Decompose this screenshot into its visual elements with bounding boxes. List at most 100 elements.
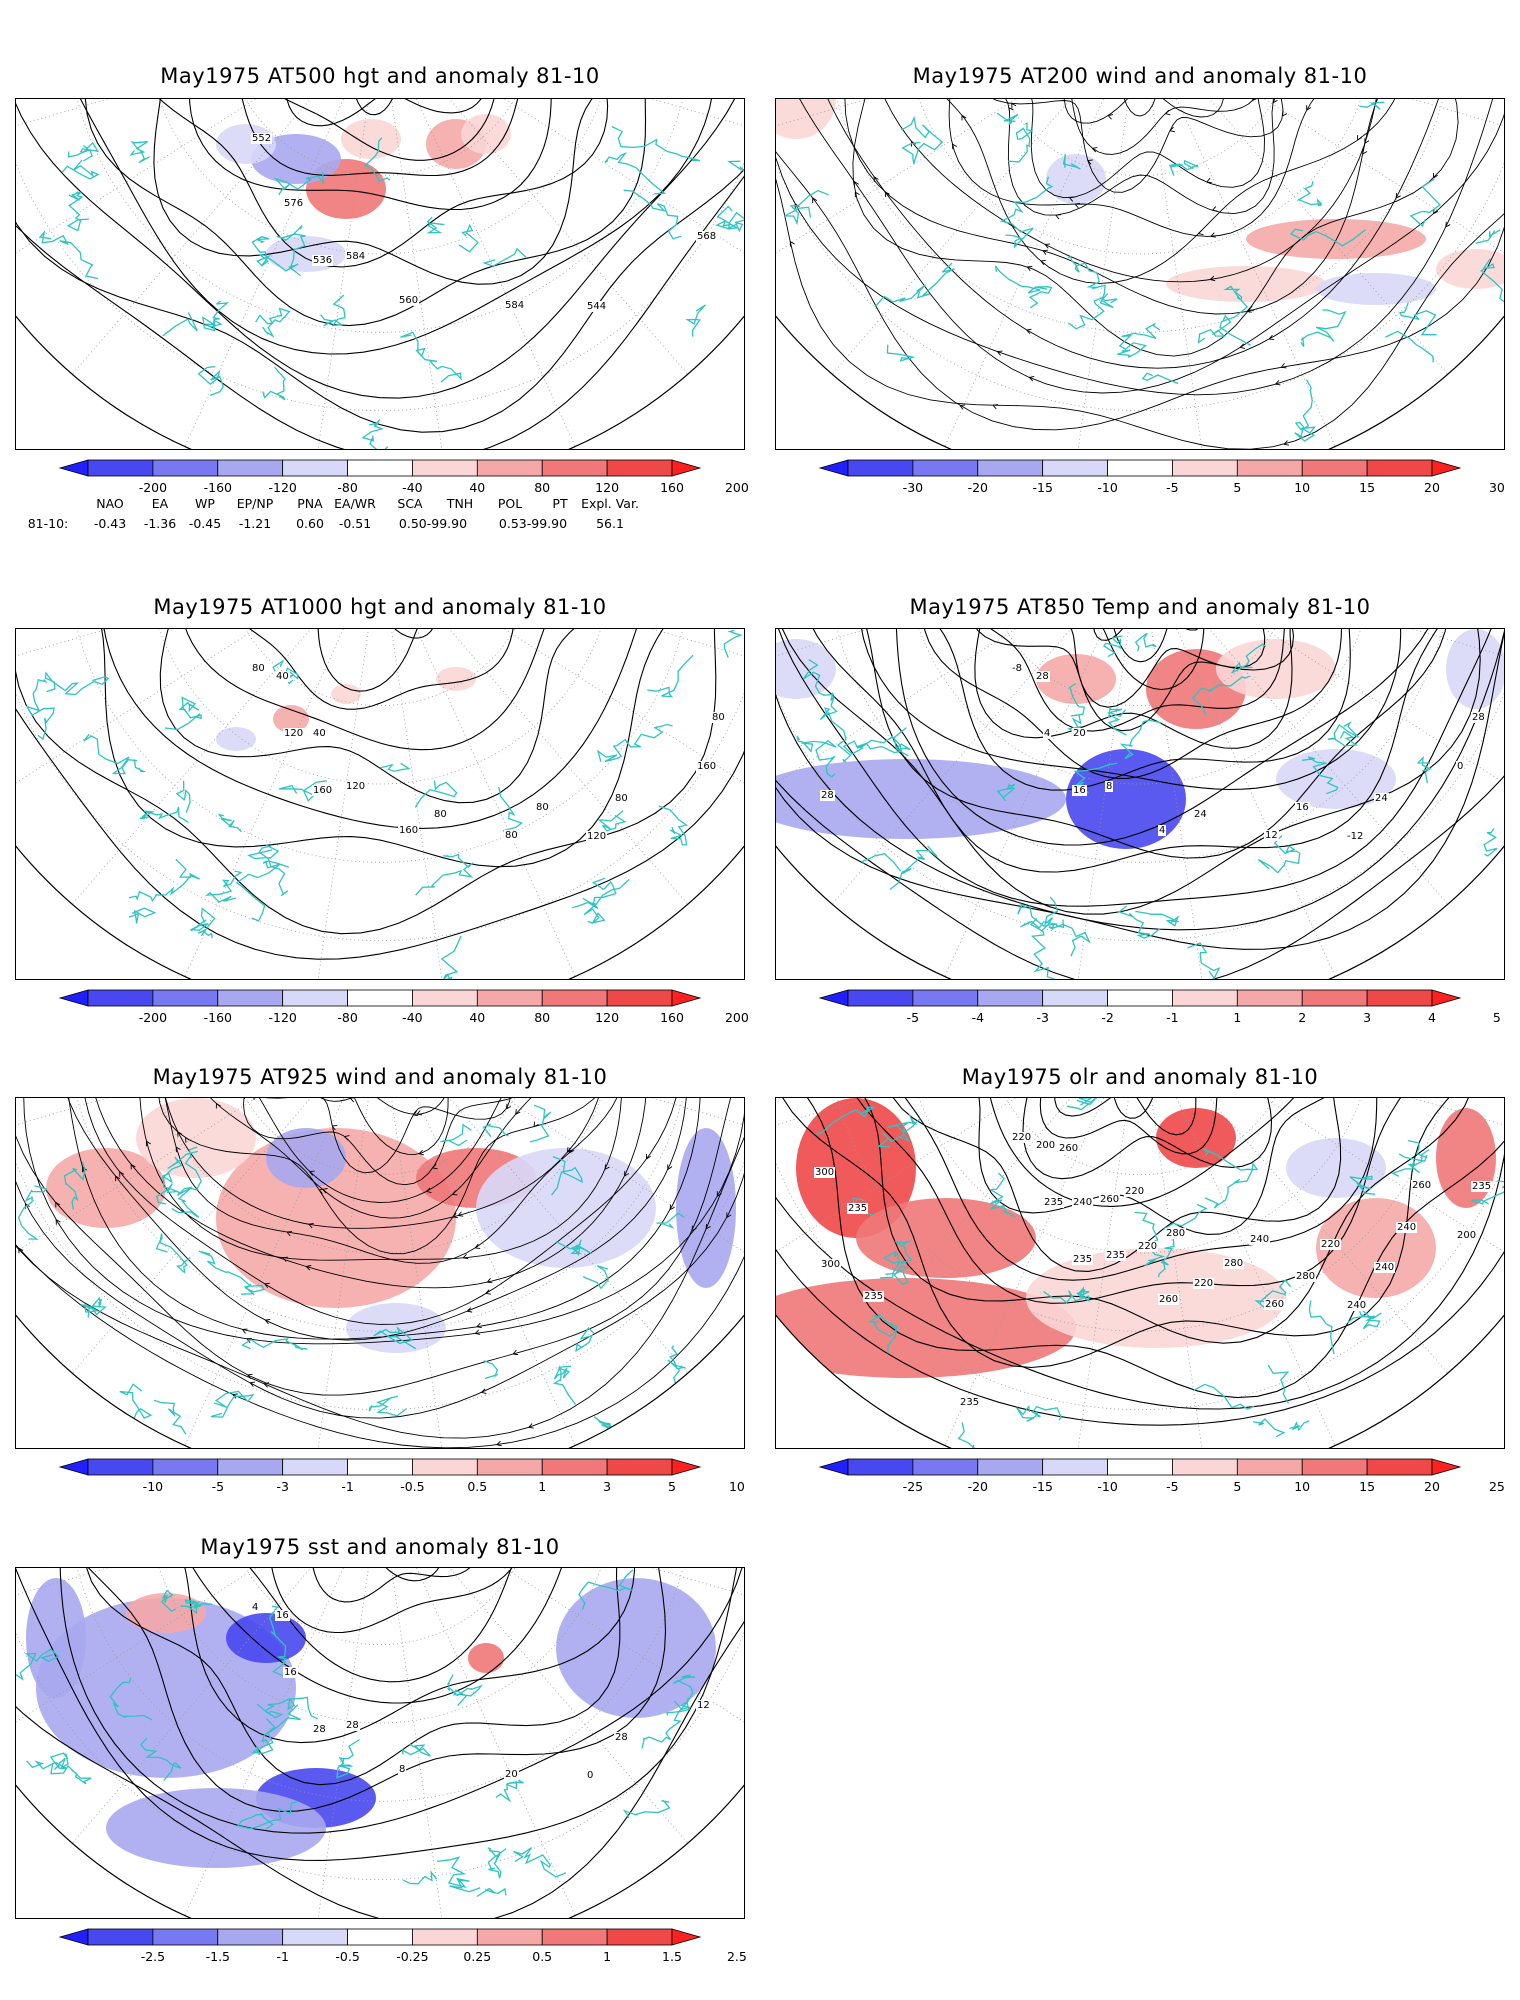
wind-arrowhead [318, 1188, 325, 1194]
colorbar-tick-label: -2.5 [140, 1949, 166, 1964]
wind-arrowhead [344, 1135, 350, 1141]
contour-label: 120 [345, 781, 367, 792]
contour-label: 80 [535, 802, 550, 813]
coastline [236, 1801, 298, 1831]
colorbar-bin [347, 989, 413, 1007]
colorbar-tick-label: 5 [1492, 1010, 1501, 1025]
colorbar-tick-label: 120 [595, 480, 620, 495]
anomaly-shading [216, 124, 276, 164]
wind-arrowhead [476, 1322, 482, 1329]
streamline [61, 1098, 702, 1340]
contour-line [950, 629, 1319, 732]
contour-line [219, 629, 531, 710]
colorbar-bin [282, 1928, 348, 1946]
coastline [247, 844, 289, 897]
wind-arrowhead [1074, 202, 1081, 209]
coastline [336, 1738, 360, 1779]
coastline [1141, 372, 1179, 385]
longitude-gridline [379, 99, 744, 274]
colorbar-tick-label: 5 [1233, 1479, 1242, 1494]
colorbar-bin [1366, 989, 1433, 1007]
coastline [241, 1338, 308, 1351]
wind-arrowhead [645, 1153, 651, 1160]
contour-line [776, 1098, 1495, 1369]
contour-line [836, 1098, 1437, 1304]
coastline [893, 727, 911, 757]
colorbar-at200: -30 -20 -15 -10 -5 5 10 15 20 30 [818, 459, 1505, 495]
contour-label: 576 [283, 198, 305, 209]
coastline [1484, 337, 1504, 367]
coastline [1040, 896, 1059, 932]
coastline [1117, 905, 1160, 939]
coastline [1203, 1148, 1259, 1209]
streamline [16, 1098, 744, 1439]
wind-arrowhead [854, 191, 860, 198]
colorbar-tick-label: 160 [660, 480, 684, 495]
colorbar-bin [282, 459, 348, 477]
coastline [487, 1847, 507, 1879]
coastline [1475, 229, 1501, 244]
contour-line [16, 629, 721, 935]
coastline [1135, 910, 1180, 927]
map-at925 [15, 1097, 745, 1449]
coastline [1252, 1418, 1286, 1438]
map-canvas [776, 99, 1504, 449]
wind-arrowhead [350, 1098, 356, 1103]
anomaly-shading [436, 667, 476, 691]
colorbar-bin [1236, 1458, 1303, 1476]
colorbar-bin [606, 1458, 673, 1476]
colorbar-bin [1042, 989, 1108, 1007]
colorbar-bin [541, 1458, 608, 1476]
wind-arrowhead [1306, 105, 1312, 111]
colorbar-tick-label: 3 [1363, 1010, 1372, 1025]
coastline [578, 1569, 634, 1610]
colorbar-tick-label: -20 [967, 1479, 989, 1494]
colorbar-bin [152, 1928, 219, 1946]
coastline [259, 1704, 301, 1749]
latitude-gridline [776, 99, 1504, 412]
colorbar-tick-label: 5 [1233, 480, 1242, 495]
index-value: -0.51 [338, 516, 372, 531]
anomaly-shading [1166, 266, 1326, 302]
longitude-gridline [379, 629, 744, 682]
coastline [685, 304, 706, 337]
contour-label: 80 [251, 663, 266, 674]
streamline [866, 99, 1384, 283]
coastline [319, 294, 346, 327]
colorbar-tick-label: -5 [1166, 480, 1179, 495]
coastline [1219, 285, 1252, 346]
coastline [155, 1233, 191, 1274]
colorbar-tick-label: -10 [142, 1479, 164, 1494]
map-at200 [775, 98, 1505, 450]
wind-arrowhead [997, 350, 1003, 356]
coastline [1067, 255, 1114, 309]
anomaly-shading [1046, 154, 1106, 204]
contour-line [824, 1098, 1477, 1344]
colorbar-tick-label: 40 [469, 1010, 486, 1025]
streamline [235, 1098, 511, 1174]
wind-arrowhead [432, 1163, 438, 1170]
streamline [776, 99, 1504, 396]
colorbar-tick-label: 2 [1298, 1010, 1307, 1025]
colorbar-tick-label: 0.25 [463, 1949, 492, 1964]
contour-label: 120 [283, 728, 305, 739]
colorbar-tick-label: -1 [276, 1949, 289, 1964]
contour-label: 16 [283, 1667, 298, 1678]
map-canvas [16, 99, 744, 449]
contour-label: 560 [398, 295, 420, 306]
index-header: POL [497, 496, 523, 511]
index-value: -1.36 [143, 516, 177, 531]
coastline [61, 159, 100, 180]
coastline [1483, 828, 1498, 857]
panel-title-at500: May1975 AT500 hgt and anomaly 81-10 [160, 64, 600, 88]
coastline [483, 1360, 499, 1380]
index-header: PT [552, 496, 568, 511]
wind-arrowhead [1069, 196, 1075, 202]
coastline [1008, 122, 1034, 163]
coastline [1470, 1180, 1504, 1205]
wind-arrowhead [505, 1103, 512, 1110]
colorbar-bin [217, 1458, 284, 1476]
longitude-gridline [831, 99, 1141, 375]
contour-line [892, 629, 1357, 791]
coastline [1347, 1305, 1382, 1330]
